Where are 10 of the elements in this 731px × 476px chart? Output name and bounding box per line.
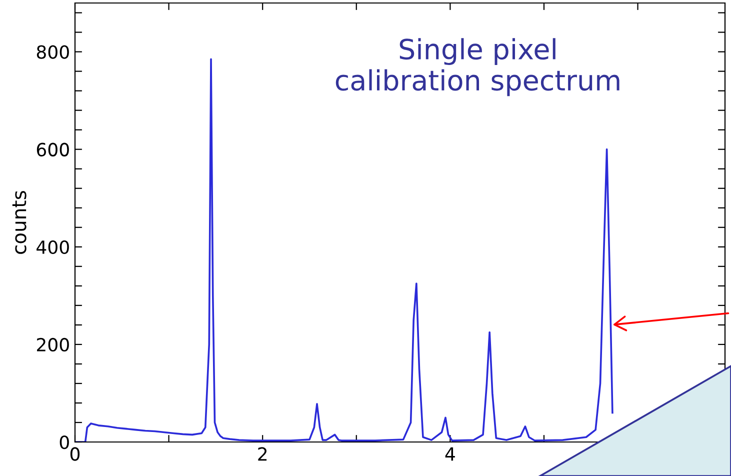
x-tick-label: 0: [70, 447, 80, 461]
text: Single pixel calibration spectrum: [336, 38, 620, 96]
y-tick-label: 400: [36, 240, 69, 254]
y-tick-label: 800: [36, 45, 69, 59]
y-tick-label: 0: [60, 435, 69, 450]
y-axis-title: counts: [12, 190, 26, 254]
x-tick-label: 2: [258, 447, 267, 461]
y-tick-label: 600: [36, 142, 69, 156]
x-tick-label: 4: [445, 447, 455, 461]
y-tick-label: 200: [37, 338, 69, 352]
